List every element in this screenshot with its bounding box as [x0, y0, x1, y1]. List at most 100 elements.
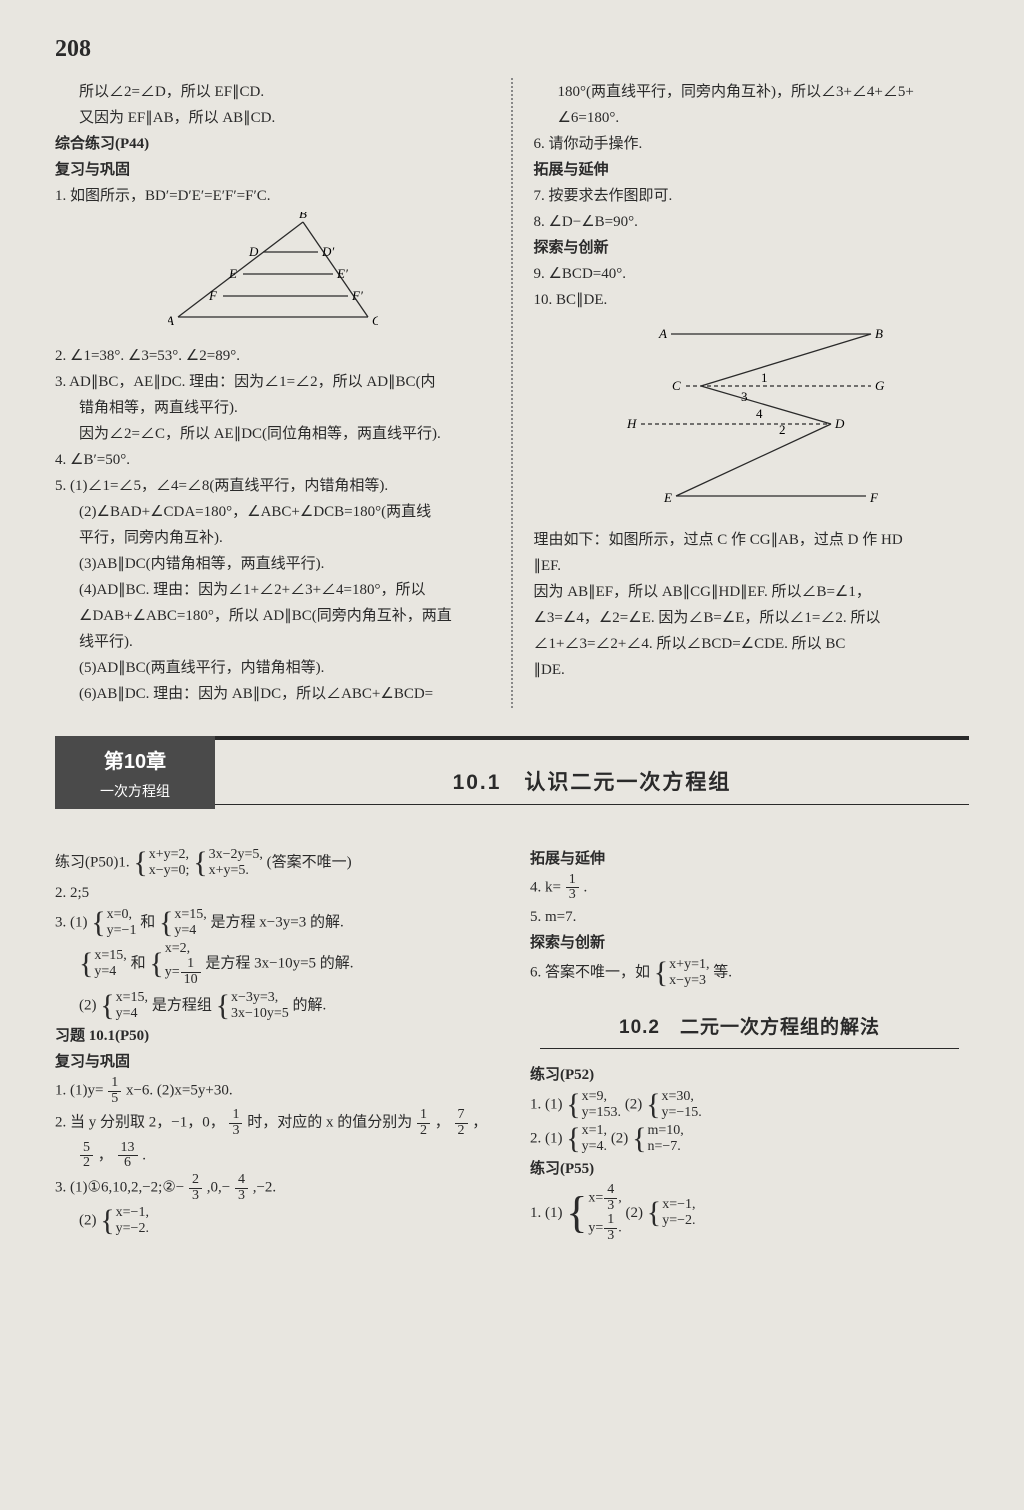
text-line: (2) {x=15,y=4 是方程组 {x−3y=3,3x−10y=5 的解.	[55, 990, 494, 1022]
t: 1. (1)y=	[55, 1082, 103, 1098]
text-line: 52 ， 136 .	[55, 1141, 494, 1171]
t: x=15,	[94, 948, 126, 964]
t: (2)	[611, 1130, 629, 1146]
text-line: 2. ∠1=38°. ∠3=53°. ∠2=89°.	[55, 344, 491, 368]
t: 的解.	[293, 997, 327, 1013]
chapter-tab: 第10章 一次方程组	[55, 736, 215, 808]
t: 6	[118, 1156, 138, 1171]
text-line: ∠DAB+∠ABC=180°，所以 AD∥BC(同旁内角互补，两直	[55, 604, 491, 628]
svg-text:4: 4	[756, 406, 763, 421]
t: 3. (1)	[55, 915, 88, 931]
text-line: ∥EF.	[533, 554, 969, 578]
text-line: 3. (1) {x=0,y=−1 和 {x=15,y=4 是方程 x−3y=3 …	[55, 907, 494, 939]
t: y=	[588, 1221, 603, 1236]
svg-text:E′: E′	[336, 266, 348, 281]
t: ,0,−	[207, 1180, 230, 1196]
t: ,−2.	[253, 1180, 276, 1196]
t: x=−1,	[662, 1197, 695, 1213]
text-line: ∠3=∠4，∠2=∠E. 因为∠B=∠E，所以∠1=∠2. 所以	[533, 606, 969, 630]
svg-text:B: B	[299, 212, 307, 221]
t: y=−15.	[661, 1105, 701, 1121]
t: y=4	[94, 964, 126, 980]
text-line: 180°(两直线平行，同旁内角互补)，所以∠3+∠4+∠5+	[533, 80, 969, 104]
text-line: 线平行).	[55, 630, 491, 654]
t: 3	[235, 1189, 248, 1204]
t: 3	[604, 1199, 617, 1214]
text-line: 4. ∠B′=50°.	[55, 448, 491, 472]
t: 10	[181, 973, 201, 988]
t: 3	[229, 1124, 242, 1139]
t: y=−2.	[116, 1221, 149, 1237]
text-line: (6)AB∥DC. 理由：因为 AB∥DC，所以∠ABC+∠BCD=	[55, 682, 491, 706]
t: 3. (1)①6,10,2,−2;②−	[55, 1180, 184, 1196]
t: 5	[80, 1141, 93, 1157]
t: 1. (1)	[530, 1096, 563, 1112]
text-line: (2)∠BAD+∠CDA=180°，∠ABC+∠DCB=180°(两直线	[55, 500, 491, 524]
svg-text:D′: D′	[321, 244, 334, 259]
t: ,	[618, 1191, 622, 1206]
text-line: 10. BC∥DE.	[533, 288, 969, 312]
text-line: 错角相等，两直线平行).	[55, 396, 491, 420]
t: 1	[566, 873, 579, 889]
text-line: 复习与巩固	[55, 158, 491, 182]
t: y=−2.	[662, 1213, 695, 1229]
t: ，	[472, 1115, 487, 1131]
t: 1	[108, 1076, 121, 1092]
text-line: 2. 2;5	[55, 881, 494, 905]
t: x=2,	[165, 941, 202, 957]
t: y=4	[174, 923, 206, 939]
t: x−y=3	[669, 973, 709, 989]
t: y=4	[116, 1006, 148, 1022]
t: 3x−10y=5	[231, 1006, 289, 1022]
heading: 拓展与延伸	[530, 847, 969, 871]
t: 是方程 x−3y=3 的解.	[211, 915, 344, 931]
text-line: 探索与创新	[533, 236, 969, 260]
section-title: 10.2 二元一次方程组的解法	[540, 1013, 959, 1048]
t: 2. (1)	[530, 1130, 563, 1146]
t: .	[583, 879, 587, 895]
text-line: 5. m=7.	[530, 905, 969, 929]
svg-text:C: C	[672, 378, 681, 393]
text-line: ∠1+∠3=∠2+∠4. 所以∠BCD=∠CDE. 所以 BC	[533, 632, 969, 656]
t: x=1,	[582, 1123, 607, 1139]
t: m=10,	[647, 1123, 683, 1139]
text-line: 综合练习(P44)	[55, 132, 491, 156]
t: 13	[118, 1141, 138, 1157]
t: 4	[604, 1183, 617, 1199]
page-number: 208	[55, 30, 969, 68]
t: (答案不唯一)	[267, 854, 352, 870]
t: 是方程组	[152, 997, 212, 1013]
text-line: 2. 当 y 分别取 2，−1，0， 13 时，对应的 x 的值分别为 12 ，…	[55, 1108, 494, 1138]
t: x=9,	[582, 1089, 621, 1105]
text-line: (5)AD∥BC(两直线平行，内错角相等).	[55, 656, 491, 680]
text-line: 7. 按要求去作图即可.	[533, 184, 969, 208]
text-line: 1. (1)y= 15 x−6. (2)x=5y+30.	[55, 1076, 494, 1106]
svg-text:A: A	[168, 313, 174, 328]
t: x+y=2,	[149, 847, 190, 863]
t: n=−7.	[647, 1139, 683, 1155]
t: 等.	[713, 965, 732, 981]
svg-text:G: G	[875, 378, 885, 393]
chapter-label-small: 一次方程组	[55, 780, 215, 802]
text-line: 4. k= 13 .	[530, 873, 969, 903]
t: y=4.	[582, 1139, 607, 1155]
t: 3x−2y=5,	[209, 847, 263, 863]
text-line: ∥DE.	[533, 658, 969, 682]
chapter-banner: 第10章 一次方程组 10.1 认识二元一次方程组	[55, 736, 969, 808]
heading: 探索与创新	[530, 931, 969, 955]
upper-left-col: 所以∠2=∠D，所以 EF∥CD.又因为 EF∥AB，所以 AB∥CD.综合练习…	[55, 78, 509, 708]
t: .	[618, 1221, 622, 1236]
text-line: 因为∠2=∠C，所以 AE∥DC(同位角相等，两直线平行).	[55, 422, 491, 446]
svg-text:E: E	[663, 490, 672, 505]
triangle-figure: ABCDD′EE′FF′	[55, 212, 491, 340]
t: x−6. (2)x=5y+30.	[126, 1082, 233, 1098]
zigzag-figure: ABCGHDEF1342	[533, 316, 969, 524]
text-line: 所以∠2=∠D，所以 EF∥CD.	[55, 80, 491, 104]
text-line: 1. (1) { x=43, y=13. (2) {x=−1,y=−2.	[530, 1183, 969, 1244]
text-line: 练习(P50)1. {x+y=2,x−y=0; {3x−2y=5,x+y=5. …	[55, 847, 494, 879]
svg-text:3: 3	[741, 389, 748, 404]
t: x=	[588, 1191, 603, 1206]
t: x−3y=3,	[231, 990, 289, 1006]
t: 3	[189, 1189, 202, 1204]
lower-left-col: 练习(P50)1. {x+y=2,x−y=0; {3x−2y=5,x+y=5. …	[55, 845, 512, 1246]
